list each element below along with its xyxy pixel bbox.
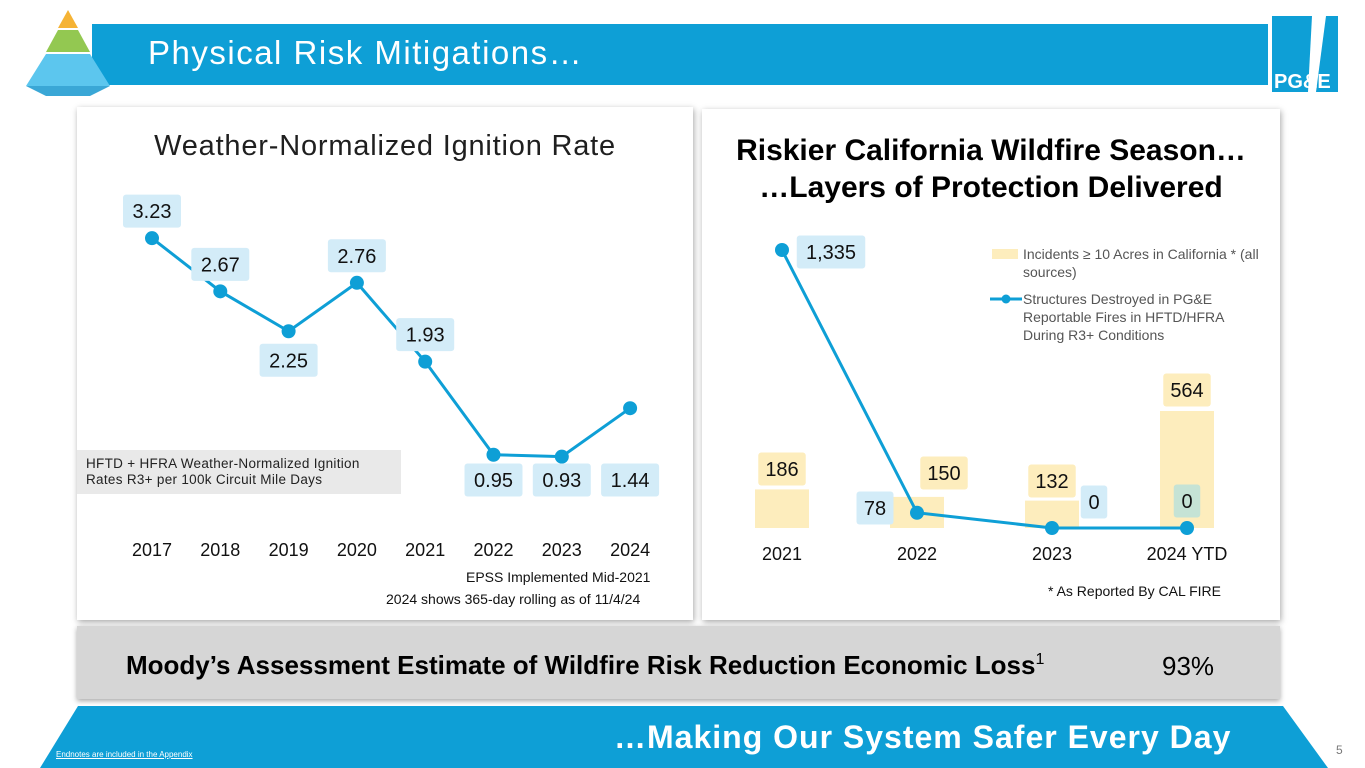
moody-superscript: 1 <box>1035 651 1045 668</box>
moody-label: Moody’s Assessment Estimate of Wildfire … <box>126 650 1045 680</box>
structures-label-2021: 1,335 <box>806 242 856 264</box>
footer-tagline: …Making Our System Safer Every Day <box>614 719 1232 755</box>
incidents-label-2024 YTD: 564 <box>1170 380 1203 402</box>
structures-label-2023-bg <box>1080 485 1108 519</box>
ignition-xtick-2021: 2021 <box>405 540 445 560</box>
ignition-point-2021 <box>418 354 433 369</box>
incidents-label-2022-bg <box>920 456 968 490</box>
structures-point-2024 YTD <box>1180 521 1194 535</box>
right-chart-title: Riskier California Wildfire Season… …Lay… <box>702 132 1280 206</box>
legend-structures: Structures Destroyed in PG&E Reportable … <box>1023 291 1224 343</box>
ignition-point-2023 <box>554 449 569 464</box>
ignition-label-2023-bg <box>532 463 591 497</box>
structures-label-2021-bg <box>796 235 866 269</box>
title-bar <box>92 24 1268 85</box>
structures-point-2021 <box>775 243 789 257</box>
right-title-line1: Riskier California Wildfire Season… <box>736 134 1246 167</box>
moody-banner <box>77 626 1280 699</box>
left-note-epss: EPSS Implemented Mid-2021 <box>466 569 651 585</box>
moody-value: 93% <box>1162 651 1215 681</box>
pge-logo: PG&E <box>1268 14 1344 94</box>
page-number: 5 <box>1336 743 1343 757</box>
ignition-point-2017 <box>145 231 159 246</box>
structures-label-2022-bg <box>856 491 894 525</box>
ignition-line <box>151 236 631 459</box>
ignition-xtick-2023: 2023 <box>542 540 582 560</box>
structures-line <box>780 249 1187 530</box>
incidents-label-2021-bg <box>758 452 806 486</box>
endnote-link[interactable]: Endnotes are included in the Appendix <box>56 750 193 759</box>
incidents-label-2021: 186 <box>765 459 798 481</box>
page-title: Physical Risk Mitigations… <box>148 34 584 71</box>
right-footnote: * As Reported By CAL FIRE <box>1048 583 1221 599</box>
ignition-xtick-2022: 2022 <box>473 540 513 560</box>
ignition-label-2023: 0.93 <box>542 470 581 492</box>
ignition-label-2018-bg <box>191 247 250 281</box>
ignition-label-2024-bg <box>601 463 660 497</box>
ignition-point-2018 <box>213 284 228 299</box>
incidents-label-2023-bg <box>1028 464 1076 498</box>
legend-bar-swatch <box>992 249 1018 259</box>
ignition-label-2024: 1.44 <box>611 470 650 492</box>
incidents-label-2022: 150 <box>927 463 960 485</box>
ignition-label-2019: 2.25 <box>269 350 308 372</box>
legend-line-swatch <box>990 294 1022 304</box>
right-title-line2: …Layers of Protection Delivered <box>759 171 1223 204</box>
right-panel <box>702 109 1280 620</box>
ignition-xtick-2019: 2019 <box>269 540 309 560</box>
ignition-xtick-2018: 2018 <box>200 540 240 560</box>
pyramid-icon <box>26 10 110 96</box>
ignition-label-2022: 0.95 <box>474 470 513 492</box>
wildfire-xtick-2022: 2022 <box>897 544 937 564</box>
structures-label-2023: 0 <box>1088 492 1099 514</box>
ignition-point-2019 <box>281 324 296 339</box>
footer-band <box>40 706 1328 768</box>
left-panel: Weather-Normalized Ignition Rate <box>77 107 693 620</box>
left-note-rolling: 2024 shows 365-day rolling as of 11/4/24 <box>386 591 641 607</box>
ignition-label-2019-bg <box>259 343 318 377</box>
ignition-label-2017-bg <box>123 194 181 228</box>
wildfire-xtick-2021: 2021 <box>762 544 802 564</box>
ignition-label-2021: 1.93 <box>406 325 445 347</box>
structures-label-2022: 78 <box>864 498 886 520</box>
left-chart-title: Weather-Normalized Ignition Rate <box>154 130 616 162</box>
structures-label-2024 YTD: 0 <box>1181 491 1192 513</box>
structures-point-2023 <box>1045 521 1059 535</box>
wildfire-xtick-2023: 2023 <box>1032 544 1072 564</box>
structures-point-2022 <box>910 505 924 520</box>
ignition-point-2024 <box>623 401 638 416</box>
ignition-label-2020-bg <box>327 239 386 273</box>
logo-text: PG&E <box>1274 71 1331 93</box>
ignition-xtick-2020: 2020 <box>337 540 377 560</box>
ignition-xtick-2024: 2024 <box>610 540 650 560</box>
incidents-label-2023: 132 <box>1035 471 1068 493</box>
wildfire-xtick-2024 YTD: 2024 YTD <box>1147 544 1228 564</box>
ignition-point-2020 <box>349 275 364 290</box>
incidents-bar-2021 <box>755 489 809 528</box>
ignition-label-2017: 3.23 <box>133 201 172 223</box>
ignition-label-2020: 2.76 <box>337 246 376 268</box>
ignition-label-2022-bg <box>464 463 523 497</box>
incidents-label-2024 YTD-bg <box>1163 373 1211 407</box>
ignition-label-2018: 2.67 <box>201 254 240 276</box>
structures-label-2024 YTD-bg <box>1173 484 1201 518</box>
legend-incidents: Incidents ≥ 10 Acres in California * (al… <box>1023 246 1259 280</box>
ignition-label-2021-bg <box>396 318 455 352</box>
ignition-point-2022 <box>486 447 501 462</box>
ignition-xtick-2017: 2017 <box>132 540 172 560</box>
left-legend: HFTD + HFRA Weather-Normalized Ignition … <box>77 450 401 494</box>
